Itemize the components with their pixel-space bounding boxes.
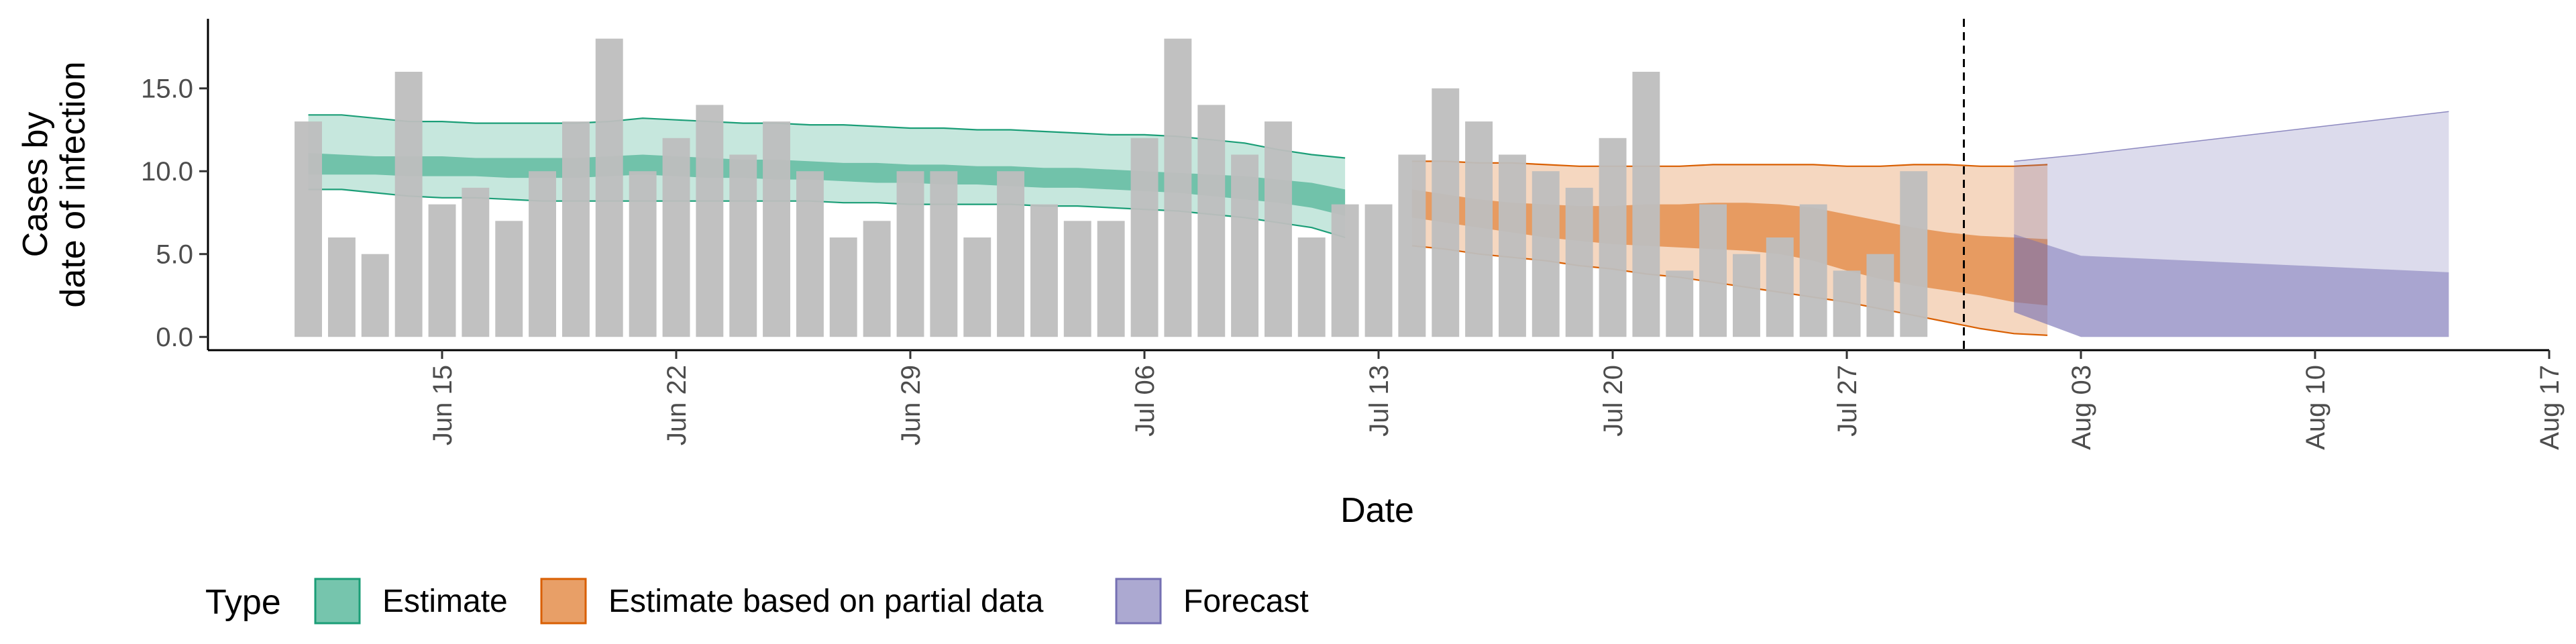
axis-titles: Date Cases bydate of infection — [16, 61, 1414, 530]
case-bar — [1699, 204, 1727, 337]
case-bar — [394, 72, 423, 337]
case-bar — [1666, 270, 1694, 337]
forecast-50-ribbon — [2014, 234, 2449, 337]
case-bar — [729, 154, 757, 337]
case-bar — [896, 171, 924, 337]
y-axis-title-line: Cases by — [16, 112, 55, 258]
case-bar — [1599, 138, 1627, 337]
case-bar — [963, 237, 991, 337]
case-bar — [829, 237, 857, 337]
reported-case-bars — [294, 38, 1928, 337]
y-axis-title-line: date of infection — [54, 61, 93, 307]
legend-label: Estimate based on partial data — [608, 584, 1044, 619]
case-bar — [1164, 38, 1192, 337]
case-bar — [1632, 72, 1660, 337]
x-tick-label: Aug 03 — [2067, 365, 2096, 450]
case-bar — [1063, 221, 1091, 337]
y-tick-label: 10.0 — [141, 157, 193, 186]
forecast-90-upper-line — [2014, 111, 2449, 162]
case-bar — [1364, 204, 1393, 337]
y-tick-label: 15.0 — [141, 74, 193, 104]
case-bar — [595, 38, 623, 337]
x-tick-label: Jun 15 — [428, 365, 458, 445]
y-axis-title: Cases bydate of infection — [16, 61, 93, 307]
case-bar — [1465, 121, 1493, 337]
case-bar — [997, 171, 1024, 337]
case-bar — [361, 254, 389, 337]
case-bar — [1833, 270, 1861, 337]
legend-key — [314, 578, 361, 625]
legend-key — [540, 578, 587, 625]
case-bar — [1097, 221, 1125, 337]
case-bar — [1265, 121, 1292, 337]
x-tick-label: Jul 13 — [1364, 365, 1394, 437]
legend: Type Estimate Estimate based on partial da… — [205, 578, 1309, 625]
x-axis-title: Date — [1340, 491, 1414, 530]
case-bar — [1331, 204, 1359, 337]
case-bar — [1197, 105, 1226, 337]
case-bar — [428, 204, 456, 337]
axes: 0.0 5.0 10.0 15.0 Jun 15 Jun 22 Jun 29 Jul 06 Ju… — [141, 19, 2565, 450]
legend-title: Type — [205, 583, 281, 622]
legend-label: Forecast — [1183, 584, 1309, 619]
case-bar — [1398, 154, 1426, 337]
case-bar — [1499, 154, 1526, 337]
case-bar — [1866, 254, 1894, 337]
case-bar — [1532, 171, 1560, 337]
case-bar — [1297, 237, 1326, 337]
y-tick-label: 0.0 — [156, 323, 193, 352]
case-bar — [1030, 204, 1058, 337]
case-bar — [1900, 171, 1928, 337]
x-tick-label: Aug 17 — [2535, 365, 2565, 450]
case-bar — [529, 171, 556, 337]
case-bar — [294, 121, 322, 337]
y-tick-label: 5.0 — [156, 240, 193, 270]
legend-key — [1115, 578, 1162, 625]
x-tick-label: Jul 06 — [1130, 365, 1160, 437]
case-bar — [1766, 237, 1794, 337]
legend-label: Estimate — [382, 584, 508, 619]
case-bar — [763, 121, 790, 337]
x-tick-label: Aug 10 — [2301, 365, 2330, 450]
x-tick-label: Jul 20 — [1599, 365, 1628, 437]
case-bar — [1565, 187, 1593, 337]
case-bar — [495, 221, 523, 337]
case-bar — [562, 121, 590, 337]
case-bar — [1231, 154, 1258, 337]
case-bar — [696, 105, 724, 337]
x-tick-label: Jun 29 — [896, 365, 926, 445]
case-bar — [1130, 138, 1159, 337]
case-bar — [629, 171, 657, 337]
case-bar — [662, 138, 690, 337]
case-bar — [1432, 88, 1460, 337]
case-bar — [796, 171, 824, 337]
case-bar — [1799, 204, 1827, 337]
case-bar — [1733, 254, 1760, 337]
x-tick-label: Jun 22 — [662, 365, 692, 445]
case-bar — [462, 187, 490, 337]
case-bar — [328, 237, 356, 337]
case-bar — [863, 221, 891, 337]
case-bar — [930, 171, 958, 337]
x-tick-label: Jul 27 — [1833, 365, 1862, 437]
